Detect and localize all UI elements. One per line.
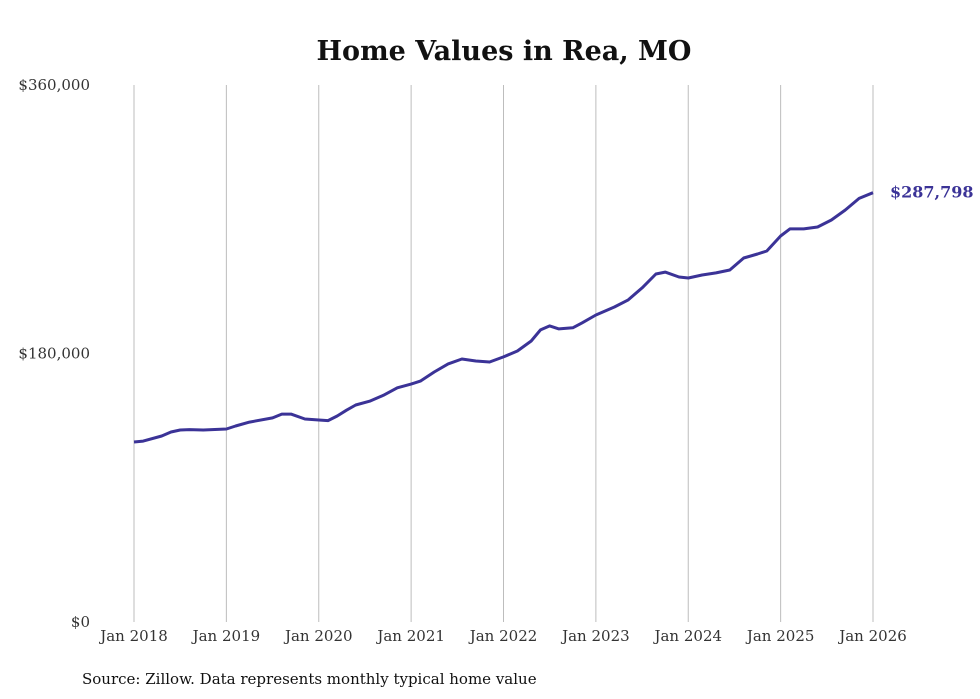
series-line <box>133 191 874 444</box>
x-tick-label: Jan 2018 <box>98 627 168 645</box>
end-value-label: $287,798 <box>890 183 974 202</box>
x-tick-label: Jan 2023 <box>560 627 630 645</box>
x-tick-label: Jan 2022 <box>468 627 538 645</box>
x-tick-label: Jan 2019 <box>191 627 261 645</box>
x-tick-label: Jan 2024 <box>652 627 722 645</box>
x-tick-label: Jan 2025 <box>745 627 815 645</box>
y-tick-label: $180,000 <box>18 345 90 363</box>
x-tick-label: Jan 2026 <box>837 627 907 645</box>
source-note: Source: Zillow. Data represents monthly … <box>82 670 537 688</box>
x-tick-label: Jan 2020 <box>283 627 353 645</box>
chart-title: Home Values in Rea, MO <box>317 36 692 67</box>
y-tick-label: $0 <box>71 613 90 631</box>
x-tick-label: Jan 2021 <box>375 627 445 645</box>
y-tick-label: $360,000 <box>18 76 90 94</box>
